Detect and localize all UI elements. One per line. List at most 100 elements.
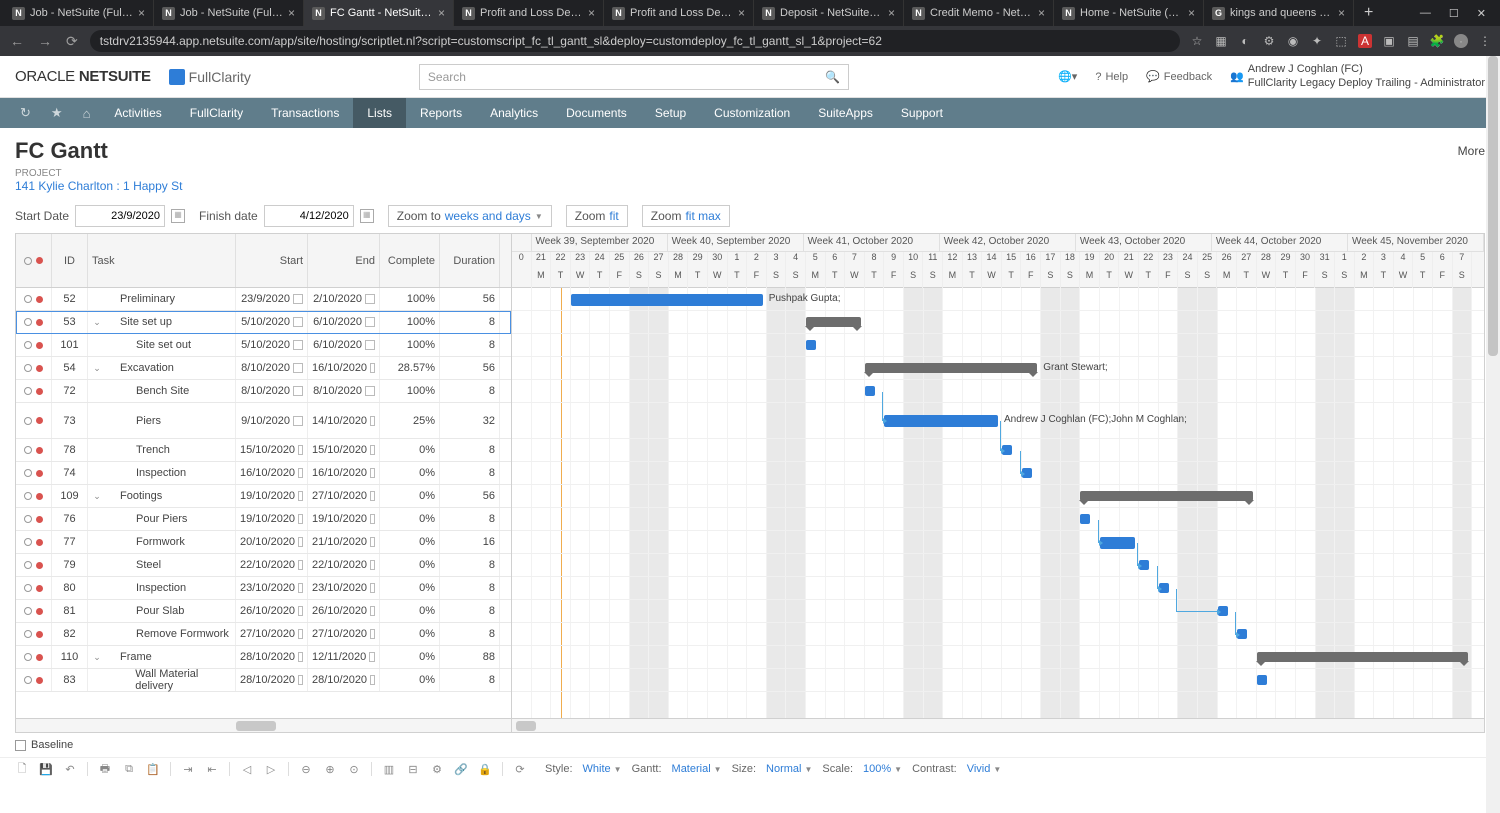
menu-item[interactable]: Transactions	[257, 98, 353, 128]
calendar-icon[interactable]	[298, 652, 303, 662]
delete-icon[interactable]	[36, 470, 43, 477]
col-end[interactable]: End	[308, 234, 380, 287]
menu-item[interactable]: Reports	[406, 98, 476, 128]
cell-end[interactable]: 23/10/2020	[308, 577, 380, 599]
menu-item[interactable]: Activities	[100, 98, 175, 128]
cell-task[interactable]: Site set out	[88, 334, 236, 356]
ext-icon[interactable]: 🧩	[1430, 34, 1444, 48]
delete-icon[interactable]	[36, 447, 43, 454]
table-row[interactable]: 78 Trench 15/10/2020 15/10/2020 0% 8	[16, 439, 511, 462]
indent-icon[interactable]: ⇥	[181, 762, 195, 776]
favorite-icon[interactable]: ★	[41, 105, 73, 121]
cell-end[interactable]: 26/10/2020	[308, 600, 380, 622]
home-icon[interactable]: ⌂	[73, 106, 101, 121]
menu-item[interactable]: Documents	[552, 98, 641, 128]
cell-duration[interactable]: 8	[440, 380, 500, 402]
print-icon[interactable]: 🖶	[98, 762, 112, 776]
browser-tab[interactable]: Gkings and queens fish×	[1204, 0, 1354, 26]
cell-start[interactable]: 8/10/2020	[236, 380, 308, 402]
calendar-icon[interactable]	[370, 445, 375, 455]
cell-start[interactable]: 5/10/2020	[236, 311, 308, 333]
ext-icon[interactable]: ⚙	[1262, 34, 1276, 48]
calendar-icon[interactable]	[369, 652, 375, 662]
delete-icon[interactable]	[36, 654, 43, 661]
ext-icon[interactable]: ▦	[1214, 34, 1228, 48]
contrast-select[interactable]: Vivid▼	[967, 763, 1002, 775]
cell-end[interactable]: 19/10/2020	[308, 508, 380, 530]
cell-duration[interactable]: 8	[440, 334, 500, 356]
cell-duration[interactable]: 8	[440, 600, 500, 622]
cell-task[interactable]: Preliminary	[88, 288, 236, 310]
collapse-icon[interactable]: ⌄	[92, 363, 102, 374]
page-scrollbar[interactable]	[1486, 56, 1500, 813]
gantt-bar[interactable]	[806, 317, 861, 327]
cell-complete[interactable]: 0%	[380, 508, 440, 530]
cell-duration[interactable]: 32	[440, 403, 500, 438]
cell-start[interactable]: 28/10/2020	[236, 646, 308, 668]
row-radio[interactable]	[24, 364, 32, 372]
gantt-bar[interactable]: Andrew J Coghlan (FC);John M Coghlan;	[884, 415, 998, 427]
col-duration[interactable]: Duration	[440, 234, 500, 287]
delete-icon[interactable]	[36, 417, 43, 424]
feedback-link[interactable]: 💬Feedback	[1146, 70, 1212, 83]
row-radio[interactable]	[24, 318, 32, 326]
cell-duration[interactable]: 16	[440, 531, 500, 553]
cell-start[interactable]: 23/9/2020	[236, 288, 308, 310]
zoom-in-icon[interactable]: ⊕	[323, 762, 337, 776]
refresh-icon[interactable]: ⟳	[513, 762, 527, 776]
table-row[interactable]: 77 Formwork 20/10/2020 21/10/2020 0% 16	[16, 531, 511, 554]
history-icon[interactable]: ↻	[10, 105, 41, 121]
finish-date-input[interactable]	[264, 205, 354, 227]
cell-start[interactable]: 26/10/2020	[236, 600, 308, 622]
back-button[interactable]: ←	[8, 33, 26, 49]
gantt-select[interactable]: Material▼	[672, 763, 722, 775]
new-tab-button[interactable]: +	[1354, 4, 1383, 22]
menu-item[interactable]: Customization	[700, 98, 804, 128]
cell-complete[interactable]: 0%	[380, 485, 440, 507]
cell-end[interactable]: 14/10/2020	[308, 403, 380, 438]
ext-icon[interactable]: ✦	[1310, 34, 1324, 48]
undo-icon[interactable]: ↶	[63, 762, 77, 776]
calendar-icon[interactable]	[370, 363, 375, 373]
delete-icon[interactable]	[36, 388, 43, 395]
delete-icon[interactable]	[36, 296, 43, 303]
table-row[interactable]: 83 Wall Material delivery 28/10/2020 28/…	[16, 669, 511, 692]
browser-tab[interactable]: NFC Gantt - NetSuite (F×	[304, 0, 454, 26]
browser-tab[interactable]: NJob - NetSuite (FullCla×	[4, 0, 154, 26]
cell-start[interactable]: 28/10/2020	[236, 669, 308, 691]
fullclarity-logo[interactable]: FullClarity	[169, 69, 251, 85]
row-radio[interactable]	[24, 387, 32, 395]
calendar-icon[interactable]	[293, 363, 303, 373]
cell-complete[interactable]: 0%	[380, 554, 440, 576]
delete-icon[interactable]	[36, 342, 43, 349]
row-radio[interactable]	[24, 561, 32, 569]
cell-end[interactable]: 2/10/2020	[308, 288, 380, 310]
col-id[interactable]: ID	[52, 234, 88, 287]
paste-icon[interactable]: 📋	[146, 762, 160, 776]
row-radio[interactable]	[24, 630, 32, 638]
cell-end[interactable]: 21/10/2020	[308, 531, 380, 553]
row-radio[interactable]	[24, 341, 32, 349]
cell-start[interactable]: 5/10/2020	[236, 334, 308, 356]
table-row[interactable]: 82 Remove Formwork 27/10/2020 27/10/2020…	[16, 623, 511, 646]
oracle-netsuite-logo[interactable]: ORACLE NETSUITE	[15, 68, 151, 85]
browser-tab[interactable]: NProfit and Loss Detail -×	[454, 0, 604, 26]
timeline-hscroll[interactable]	[512, 718, 1484, 732]
delete-icon[interactable]	[36, 257, 43, 264]
cell-task[interactable]: Wall Material delivery	[88, 669, 236, 691]
cell-complete[interactable]: 100%	[380, 380, 440, 402]
table-row[interactable]: 73 Piers 9/10/2020 14/10/2020 25% 32	[16, 403, 511, 439]
calendar-icon[interactable]	[298, 514, 303, 524]
close-icon[interactable]: ×	[138, 6, 145, 20]
cell-task[interactable]: Piers	[88, 403, 236, 438]
cell-start[interactable]: 15/10/2020	[236, 439, 308, 461]
col-task[interactable]: Task	[88, 234, 236, 287]
row-radio[interactable]	[24, 676, 32, 684]
cell-duration[interactable]: 8	[440, 439, 500, 461]
delete-icon[interactable]	[36, 319, 43, 326]
cell-end[interactable]: 22/10/2020	[308, 554, 380, 576]
calendar-icon[interactable]	[298, 583, 303, 593]
cell-complete[interactable]: 0%	[380, 439, 440, 461]
delete-icon[interactable]	[36, 585, 43, 592]
cell-end[interactable]: 28/10/2020	[308, 669, 380, 691]
